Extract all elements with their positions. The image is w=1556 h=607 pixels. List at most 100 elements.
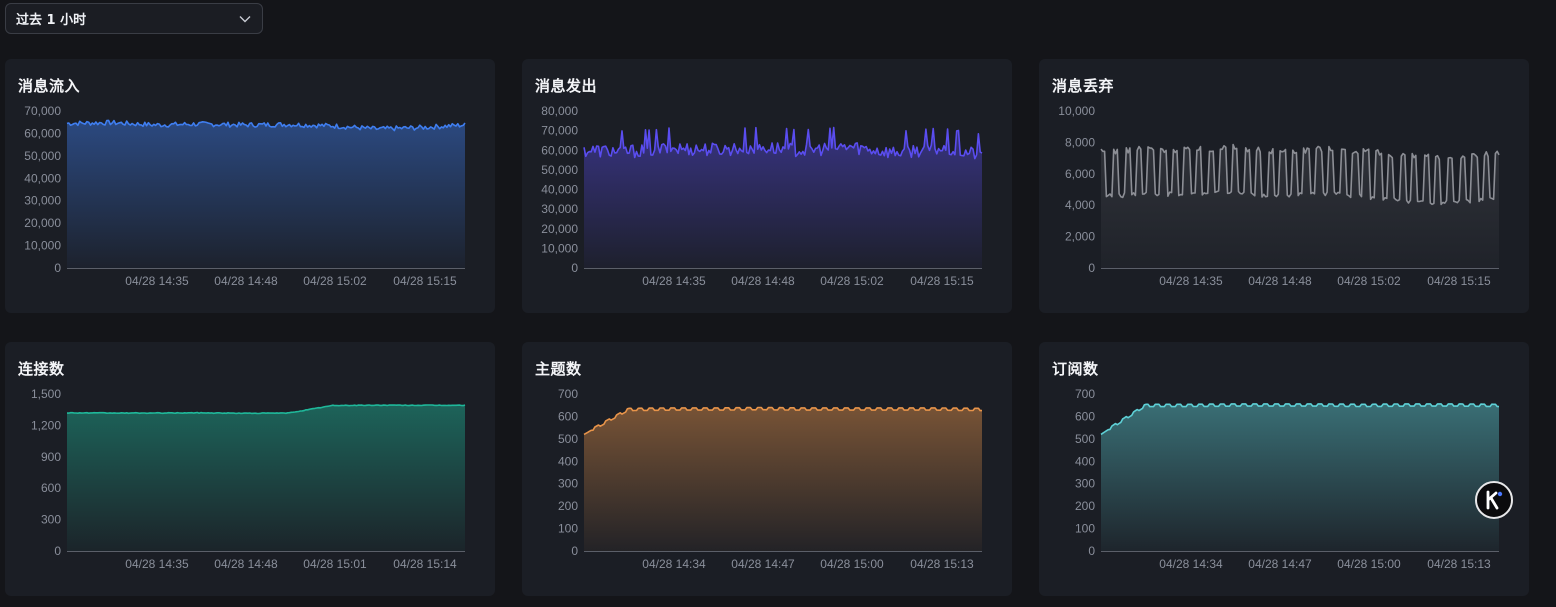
- y-tick-label: 0: [54, 261, 61, 275]
- assistant-logo-icon: [1486, 490, 1503, 510]
- y-tick-label: 0: [571, 544, 578, 558]
- y-tick-label: 70,000: [24, 104, 61, 118]
- chart-inflow: 0 10,000 20,000 30,000 40,000 50,000 60,000 70,…: [24, 104, 466, 288]
- y-tick-label: 500: [558, 432, 578, 446]
- y-tick-label: 100: [1075, 522, 1095, 536]
- chart-connections: 0 300 600 900 1,200 1,500 04/28 14:35 04/28 14:…: [31, 387, 466, 571]
- y-tick-label: 70,000: [541, 124, 578, 138]
- series-line: [1100, 143, 1500, 206]
- x-tick-label: 04/28 14:47: [731, 557, 795, 571]
- y-tick-label: 0: [1088, 261, 1095, 275]
- x-tick-label: 04/28 15:14: [393, 557, 457, 571]
- y-tick-label: 500: [1075, 432, 1095, 446]
- series-area: [67, 405, 465, 551]
- y-tick-label: 50,000: [541, 163, 578, 177]
- y-tick-label: 200: [558, 499, 578, 513]
- x-tick-label: 04/28 15:02: [1337, 274, 1401, 288]
- y-tick-label: 10,000: [1058, 104, 1095, 118]
- chart-title: 消息丢弃: [1052, 77, 1115, 95]
- series-line: [1100, 403, 1500, 436]
- y-tick-label: 4,000: [1065, 198, 1095, 212]
- x-tick-label: 04/28 15:02: [820, 274, 884, 288]
- y-tick-label: 30,000: [24, 194, 61, 208]
- series-line: [583, 406, 982, 436]
- x-tick-label: 04/28 14:48: [1248, 274, 1312, 288]
- y-tick-label: 300: [558, 477, 578, 491]
- y-tick-label: 60,000: [24, 126, 61, 140]
- y-tick-label: 40,000: [24, 171, 61, 185]
- chart-card-outflow: 消息发出 0 10,000 20,000 30,000 40,000 50,000 60,0…: [522, 59, 1012, 313]
- x-tick-label: 04/28 15:00: [820, 557, 884, 571]
- x-tick-label: 04/28 14:35: [1159, 274, 1223, 288]
- x-tick-label: 04/28 14:35: [125, 274, 189, 288]
- y-tick-label: 30,000: [541, 202, 578, 216]
- y-tick-label: 6,000: [1065, 167, 1095, 181]
- y-tick-label: 60,000: [541, 143, 578, 157]
- y-tick-label: 50,000: [24, 149, 61, 163]
- y-tick-label: 0: [571, 261, 578, 275]
- y-tick-label: 400: [1075, 454, 1095, 468]
- y-tick-label: 20,000: [541, 222, 578, 236]
- assistant-button[interactable]: [1475, 481, 1513, 519]
- x-tick-label: 04/28 14:35: [642, 274, 706, 288]
- chart-outflow: 0 10,000 20,000 30,000 40,000 50,000 60,000 70,…: [541, 104, 983, 288]
- y-tick-label: 900: [41, 450, 61, 464]
- x-tick-label: 04/28 15:13: [910, 557, 974, 571]
- time-range-select[interactable]: 过去 1 小时: [5, 3, 263, 34]
- chart-title: 主题数: [535, 360, 582, 378]
- y-tick-label: 300: [41, 513, 61, 527]
- series-line: [66, 119, 466, 132]
- x-tick-label: 04/28 14:35: [125, 557, 189, 571]
- x-tick-label: 04/28 14:34: [1159, 557, 1223, 571]
- chart-title: 消息发出: [535, 77, 598, 95]
- x-tick-label: 04/28 14:34: [642, 557, 706, 571]
- series-area: [584, 407, 982, 551]
- x-tick-label: 04/28 14:48: [731, 274, 795, 288]
- x-tick-label: 04/28 15:15: [393, 274, 457, 288]
- x-tick-label: 04/28 14:48: [214, 557, 278, 571]
- series-area: [1101, 144, 1499, 268]
- y-tick-label: 0: [1088, 544, 1095, 558]
- chart-card-dropped: 消息丢弃 0 2,000 4,000 6,000 8,000 10,000 04/28 14…: [1039, 59, 1529, 313]
- x-tick-label: 04/28 15:00: [1337, 557, 1401, 571]
- y-tick-label: 1,500: [31, 387, 61, 401]
- y-tick-label: 10,000: [24, 239, 61, 253]
- x-tick-label: 04/28 15:15: [910, 274, 974, 288]
- chart-title: 连接数: [18, 360, 65, 378]
- series-area: [584, 127, 982, 268]
- chart-card-inflow: 消息流入 0 10,000 20,000 30,000 40,000 50,000 60,0…: [5, 59, 495, 313]
- y-tick-label: 20,000: [24, 216, 61, 230]
- y-tick-label: 0: [54, 544, 61, 558]
- chart-title: 消息流入: [18, 77, 81, 95]
- y-tick-label: 300: [1075, 477, 1095, 491]
- x-tick-label: 04/28 15:02: [303, 274, 367, 288]
- chart-topics: 0 100 200 300 400 500 600 700 04/28 14:34 04/28 1…: [558, 387, 982, 571]
- y-tick-label: 600: [41, 481, 61, 495]
- y-tick-label: 600: [558, 409, 578, 423]
- chart-card-topics: 主题数 0 100 200 300 400 500 600 700 04/28 14:34 04/…: [522, 342, 1012, 596]
- y-tick-label: 200: [1075, 499, 1095, 513]
- chart-title: 订阅数: [1052, 360, 1099, 378]
- time-range-label: 过去 1 小时: [16, 13, 87, 28]
- y-tick-label: 1,200: [31, 418, 61, 432]
- y-tick-label: 40,000: [541, 183, 578, 197]
- chart-card-subscriptions: 订阅数 0 100 200 300 400 500 600 700 04/28 14:34 04/…: [1039, 342, 1529, 596]
- x-tick-label: 04/28 15:15: [1427, 274, 1491, 288]
- y-tick-label: 8,000: [1065, 135, 1095, 149]
- y-tick-label: 700: [1075, 387, 1095, 401]
- chart-dropped: 0 2,000 4,000 6,000 8,000 10,000 04/28 14:35 04…: [1058, 104, 1500, 288]
- x-tick-label: 04/28 14:48: [214, 274, 278, 288]
- chart-card-connections: 连接数 0 300 600 900 1,200 1,500 04/28 14:35 04/28…: [5, 342, 495, 596]
- chart-subscriptions: 0 100 200 300 400 500 600 700 04/28 14:34 04/28 1…: [1075, 387, 1500, 571]
- x-tick-label: 04/28 14:47: [1248, 557, 1312, 571]
- series-line: [583, 126, 983, 160]
- y-tick-label: 600: [1075, 409, 1095, 423]
- y-tick-label: 2,000: [1065, 230, 1095, 244]
- x-tick-label: 04/28 15:13: [1427, 557, 1491, 571]
- y-tick-label: 10,000: [541, 241, 578, 255]
- x-tick-label: 04/28 15:01: [303, 557, 367, 571]
- series-area: [1101, 403, 1499, 551]
- y-tick-label: 80,000: [541, 104, 578, 118]
- chevron-down-icon: [239, 15, 251, 22]
- y-tick-label: 400: [558, 454, 578, 468]
